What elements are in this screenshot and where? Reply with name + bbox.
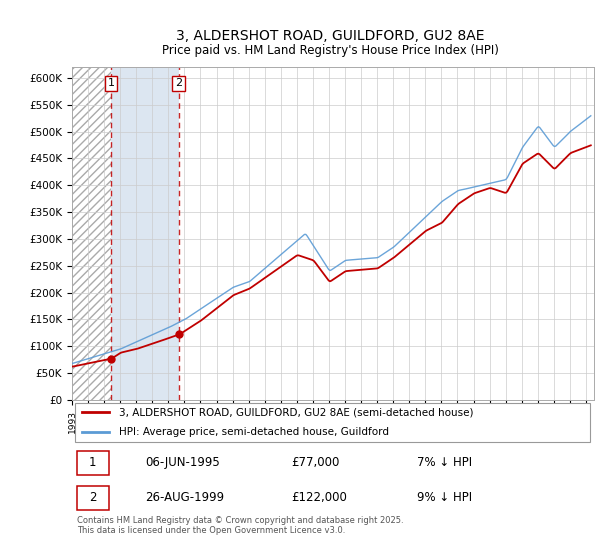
Text: 7% ↓ HPI: 7% ↓ HPI (416, 456, 472, 469)
Bar (72, 67, 111, 400)
Text: 26-AUG-1999: 26-AUG-1999 (145, 491, 224, 504)
Text: Contains HM Land Registry data © Crown copyright and database right 2025.
This d: Contains HM Land Registry data © Crown c… (77, 516, 404, 535)
Text: 3, ALDERSHOT ROAD, GUILDFORD, GU2 8AE: 3, ALDERSHOT ROAD, GUILDFORD, GU2 8AE (176, 29, 484, 44)
Text: 2: 2 (175, 78, 182, 88)
Text: Price paid vs. HM Land Registry's House Price Index (HPI): Price paid vs. HM Land Registry's House … (161, 44, 499, 57)
FancyBboxPatch shape (77, 451, 109, 475)
Text: £77,000: £77,000 (291, 456, 340, 469)
Text: 1: 1 (89, 456, 97, 469)
Text: 3, ALDERSHOT ROAD, GUILDFORD, GU2 8AE (semi-detached house): 3, ALDERSHOT ROAD, GUILDFORD, GU2 8AE (s… (119, 407, 473, 417)
Text: 1: 1 (107, 78, 115, 88)
Text: £122,000: £122,000 (291, 491, 347, 504)
FancyBboxPatch shape (74, 403, 590, 442)
Bar (111, 67, 179, 400)
Text: 2: 2 (89, 491, 97, 504)
Text: 06-JUN-1995: 06-JUN-1995 (145, 456, 220, 469)
Text: HPI: Average price, semi-detached house, Guildford: HPI: Average price, semi-detached house,… (119, 427, 389, 437)
Text: 9% ↓ HPI: 9% ↓ HPI (416, 491, 472, 504)
FancyBboxPatch shape (77, 486, 109, 510)
